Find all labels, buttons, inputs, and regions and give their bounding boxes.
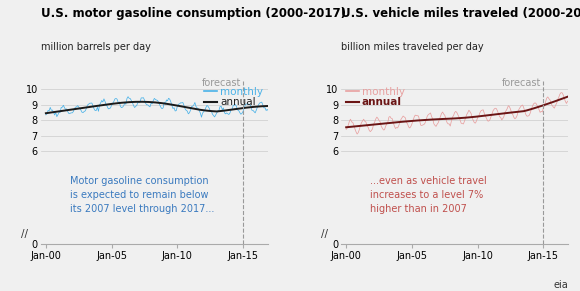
Text: forecast: forecast [502,79,542,88]
Text: billion miles traveled per day: billion miles traveled per day [341,42,484,52]
Text: Motor gasoline consumption
is expected to remain below
its 2007 level through 20: Motor gasoline consumption is expected t… [70,176,215,214]
Text: //: // [321,229,328,239]
Text: //: // [21,229,28,239]
Legend: monthly, annual: monthly, annual [200,83,267,111]
Legend: monthly, annual: monthly, annual [342,83,409,111]
Text: U.S. motor gasoline consumption (2000-2017): U.S. motor gasoline consumption (2000-20… [41,7,346,19]
Text: million barrels per day: million barrels per day [41,42,150,52]
Text: ...even as vehicle travel
increases to a level 7%
higher than in 2007: ...even as vehicle travel increases to a… [371,176,487,214]
Text: eia: eia [554,280,568,290]
Text: U.S. vehicle miles traveled (2000-2017): U.S. vehicle miles traveled (2000-2017) [341,7,580,19]
Text: forecast: forecast [202,79,241,88]
